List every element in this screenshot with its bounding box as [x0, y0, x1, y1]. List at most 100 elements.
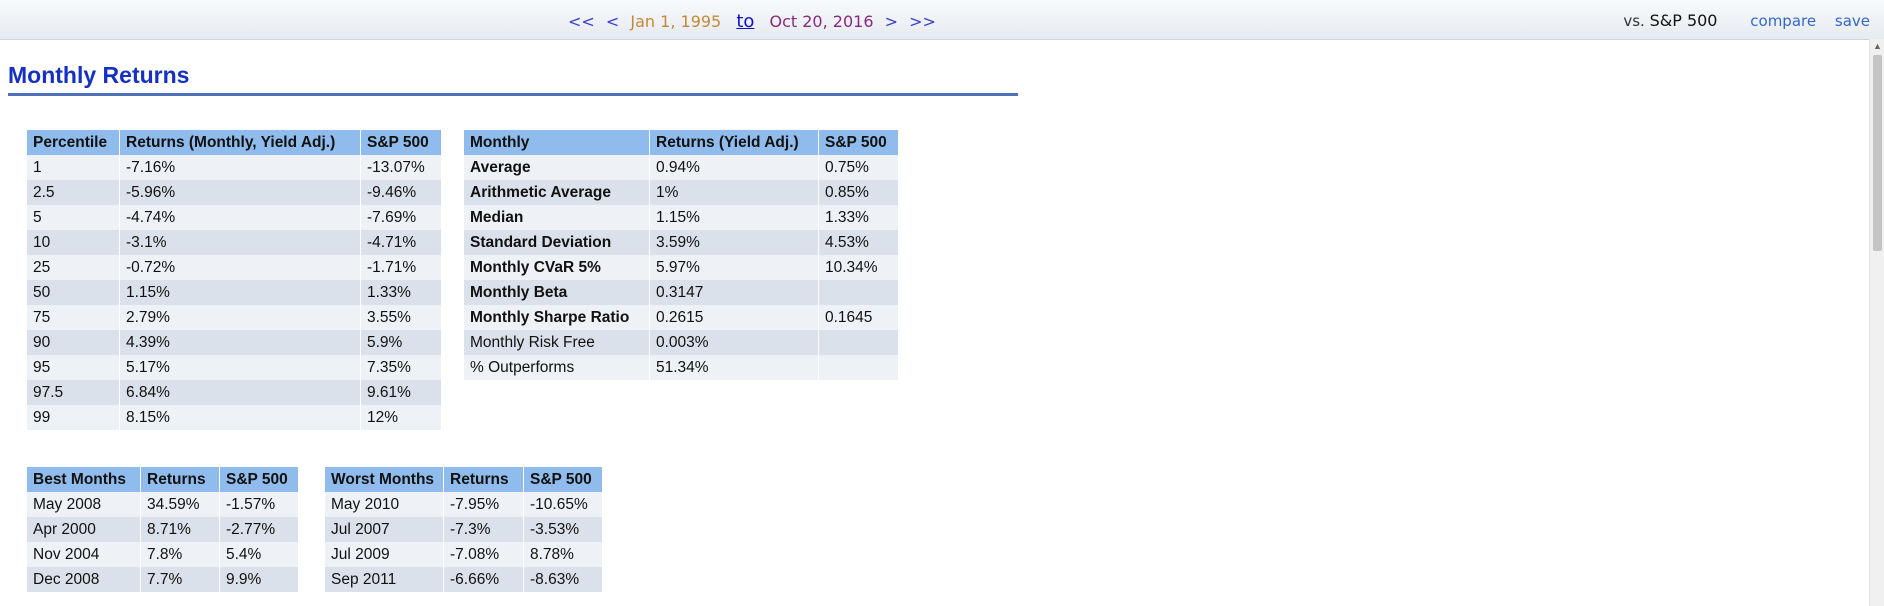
- scrollbar-thumb[interactable]: [1873, 55, 1882, 251]
- table-cell: 7.7%: [140, 567, 220, 592]
- last-period-button[interactable]: >>: [909, 12, 936, 31]
- table-row: Median 1.15% 1.33%: [464, 205, 899, 230]
- column-header: S&P 500: [360, 130, 442, 155]
- table-cell: 4.53%: [818, 230, 899, 255]
- table-cell: 0.2615: [649, 305, 819, 330]
- table-cell: [818, 280, 899, 305]
- table-cell: 2.79%: [119, 305, 361, 330]
- table-cell: 1: [27, 155, 120, 180]
- table-cell: 4.39%: [119, 330, 361, 355]
- column-header: Percentile: [27, 130, 120, 155]
- column-header: S&P 500: [523, 467, 603, 492]
- vertical-scrollbar[interactable]: ▲: [1869, 39, 1884, 606]
- percentile-returns-table: Percentile Returns (Monthly, Yield Adj.)…: [27, 130, 442, 430]
- table-row: 97.5 6.84% 9.61%: [27, 380, 442, 405]
- table-cell: Jul 2007: [325, 517, 444, 542]
- column-header: Returns (Monthly, Yield Adj.): [119, 130, 361, 155]
- section-title: Monthly Returns: [8, 62, 1018, 96]
- table-row: Apr 2000 8.71% -2.77%: [27, 517, 299, 542]
- table-cell: 12%: [360, 405, 442, 430]
- table-cell: -7.16%: [119, 155, 361, 180]
- table-cell: 3.59%: [649, 230, 819, 255]
- end-date-field[interactable]: Oct 20, 2016: [769, 12, 874, 31]
- table-cell: 99: [27, 405, 120, 430]
- table-cell: -4.71%: [360, 230, 442, 255]
- next-period-button[interactable]: >: [884, 12, 898, 31]
- table-cell: 50: [27, 280, 120, 305]
- table-cell: 95: [27, 355, 120, 380]
- start-date-field[interactable]: Jan 1, 1995: [630, 12, 722, 31]
- table-cell: [818, 330, 899, 355]
- column-header: Worst Months: [325, 467, 444, 492]
- top-toolbar: << < Jan 1, 1995 to Oct 20, 2016 > >> vs…: [0, 0, 1884, 40]
- table-row: 95 5.17% 7.35%: [27, 355, 442, 380]
- table-row: 99 8.15% 12%: [27, 405, 442, 430]
- table-cell: -8.63%: [523, 567, 603, 592]
- row-label: Monthly Beta: [464, 280, 650, 305]
- table-row: 90 4.39% 5.9%: [27, 330, 442, 355]
- table-cell: -7.3%: [443, 517, 524, 542]
- column-header: S&P 500: [818, 130, 899, 155]
- table-row: % Outperforms 51.34%: [464, 355, 899, 380]
- row-label: Arithmetic Average: [464, 180, 650, 205]
- table-cell: May 2008: [27, 492, 141, 517]
- table-row: Monthly Risk Free 0.003%: [464, 330, 899, 355]
- top-actions: vs. S&P 500 compare save: [1623, 11, 1870, 30]
- table-cell: 5.4%: [219, 542, 299, 567]
- table-cell: Apr 2000: [27, 517, 141, 542]
- column-header: Returns: [443, 467, 524, 492]
- save-link[interactable]: save: [1834, 12, 1870, 30]
- table-cell: -3.53%: [523, 517, 603, 542]
- table-cell: -6.66%: [443, 567, 524, 592]
- table-row: 1 -7.16% -13.07%: [27, 155, 442, 180]
- prev-period-button[interactable]: <: [605, 12, 620, 31]
- table-row: Jul 2009 -7.08% 8.78%: [325, 542, 603, 567]
- table-cell: 8.71%: [140, 517, 220, 542]
- column-header: S&P 500: [219, 467, 299, 492]
- table-cell: 0.75%: [818, 155, 899, 180]
- row-label: % Outperforms: [464, 355, 650, 380]
- date-range-to-link[interactable]: to: [736, 11, 755, 32]
- table-row: 2.5 -5.96% -9.46%: [27, 180, 442, 205]
- table-cell: 10: [27, 230, 120, 255]
- table-row: Nov 2004 7.8% 5.4%: [27, 542, 299, 567]
- date-range-nav: << < Jan 1, 1995 to Oct 20, 2016 > >>: [568, 11, 942, 32]
- table-cell: -0.72%: [119, 255, 361, 280]
- table-header-row: Worst Months Returns S&P 500: [325, 467, 603, 492]
- table-cell: 0.003%: [649, 330, 819, 355]
- scroll-up-arrow-icon[interactable]: ▲: [1873, 41, 1882, 51]
- row-label: Monthly CVaR 5%: [464, 255, 650, 280]
- table-cell: 1%: [649, 180, 819, 205]
- table-cell: 9.61%: [360, 380, 442, 405]
- table-cell: 1.33%: [818, 205, 899, 230]
- table-cell: 97.5: [27, 380, 120, 405]
- table-cell: -13.07%: [360, 155, 442, 180]
- table-cell: 6.84%: [119, 380, 361, 405]
- benchmark-label: vs. S&P 500: [1623, 11, 1717, 30]
- first-period-button[interactable]: <<: [568, 12, 595, 31]
- table-row: 50 1.15% 1.33%: [27, 280, 442, 305]
- table-row: 25 -0.72% -1.71%: [27, 255, 442, 280]
- table-cell: -1.71%: [360, 255, 442, 280]
- table-row: May 2010 -7.95% -10.65%: [325, 492, 603, 517]
- table-cell: Nov 2004: [27, 542, 141, 567]
- row-label: Average: [464, 155, 650, 180]
- table-cell: 51.34%: [649, 355, 819, 380]
- table-cell: [818, 355, 899, 380]
- column-header: Monthly: [464, 130, 650, 155]
- table-row: Sep 2011 -6.66% -8.63%: [325, 567, 603, 592]
- worst-months-table: Worst Months Returns S&P 500 May 2010 -7.…: [325, 467, 603, 592]
- table-cell: 5.97%: [649, 255, 819, 280]
- monthly-statistics-table: Monthly Returns (Yield Adj.) S&P 500 Ave…: [464, 130, 899, 380]
- table-row: 5 -4.74% -7.69%: [27, 205, 442, 230]
- table-header-row: Percentile Returns (Monthly, Yield Adj.)…: [27, 130, 442, 155]
- table-cell: 9.9%: [219, 567, 299, 592]
- table-cell: -7.95%: [443, 492, 524, 517]
- compare-link[interactable]: compare: [1750, 12, 1817, 30]
- row-label: Standard Deviation: [464, 230, 650, 255]
- table-cell: 5.9%: [360, 330, 442, 355]
- vs-prefix: vs.: [1623, 12, 1645, 30]
- table-row: Monthly Beta 0.3147: [464, 280, 899, 305]
- table-cell: -10.65%: [523, 492, 603, 517]
- table-cell: -9.46%: [360, 180, 442, 205]
